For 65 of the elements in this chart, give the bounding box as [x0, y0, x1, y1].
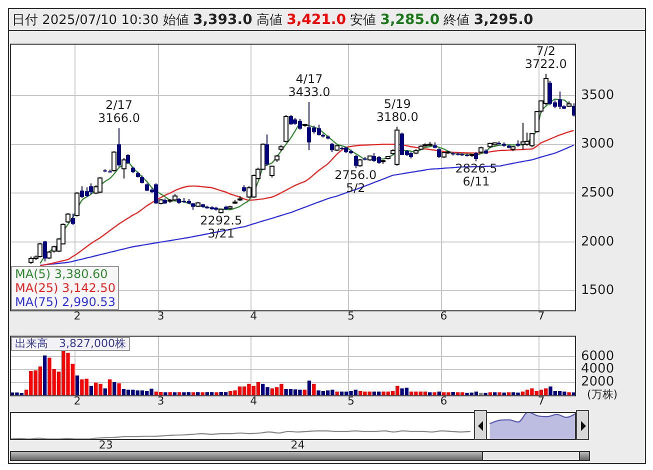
bar	[168, 392, 172, 396]
bar	[423, 392, 428, 396]
bar	[42, 355, 47, 396]
x-tick-label: 5	[347, 394, 354, 408]
bar	[502, 392, 506, 396]
x-tick-label: 6	[440, 310, 448, 323]
annotation: 5/19 3180.0	[376, 96, 418, 124]
y-tick-label: 3500	[581, 88, 614, 103]
bar	[214, 392, 218, 396]
bar	[432, 392, 436, 396]
bar	[474, 392, 478, 396]
bar	[372, 392, 376, 396]
y-tick-label: 2500	[581, 185, 614, 200]
annotation: 7/2 3722.0	[524, 44, 567, 71]
bar	[358, 390, 362, 396]
bar	[112, 382, 116, 396]
annotation: 2/17 3166.0	[98, 98, 140, 126]
x-tick-label: 7	[538, 394, 545, 408]
y-tick-label: 1500	[581, 283, 614, 298]
bar	[437, 392, 441, 396]
text: MA(75) 2,990.53	[15, 295, 116, 310]
bar	[75, 376, 80, 396]
x-tick-label: 3	[157, 394, 164, 408]
bar	[178, 392, 182, 396]
x-tick-label: 24	[290, 438, 305, 452]
x-tick-label: 23	[98, 438, 113, 452]
x-tick-label: 2	[74, 310, 81, 323]
bar	[498, 392, 502, 396]
x-tick-label: 2	[74, 394, 81, 408]
bar	[567, 392, 571, 396]
bar	[200, 392, 204, 396]
bar	[340, 392, 344, 396]
x-tick-label: 5	[347, 310, 354, 323]
y-tick-label: 2000	[581, 374, 614, 390]
bar	[484, 392, 488, 396]
line-series	[40, 98, 574, 264]
y-tick-label: 4000	[581, 362, 614, 377]
bar	[108, 379, 112, 396]
bar	[196, 392, 200, 396]
bar	[103, 388, 107, 396]
x-tick-label: 3	[157, 310, 164, 323]
bar	[274, 387, 279, 396]
x-tick-label: 4	[250, 310, 258, 323]
bar	[117, 383, 121, 396]
chart-title: 日付 2025/07/10 10:30 始値 3,393.0 高値 3,421.0 安値 3,285.0 終値 3,295.0	[12, 12, 534, 28]
bar	[312, 384, 316, 396]
bar	[89, 386, 94, 396]
bar	[224, 392, 228, 396]
y-tick-label: 6000	[581, 348, 614, 364]
text: MA(25) 3,142.50	[15, 281, 116, 296]
bar	[558, 390, 562, 396]
bar	[451, 392, 455, 396]
bar	[302, 390, 306, 396]
series-label: MA(5) 3,380.60	[15, 267, 109, 282]
y-axis-title: (万株)	[587, 387, 618, 402]
chart-title: 出来高 3,827,000株	[11, 336, 130, 351]
bar	[307, 380, 312, 396]
bar	[210, 392, 214, 396]
annotation: 4/17 3433.0	[288, 72, 330, 100]
x-tick-label: 6	[440, 394, 448, 408]
bar	[335, 392, 339, 396]
x-tick-label: 4	[250, 394, 258, 408]
y-tick-label: 2000	[581, 234, 614, 250]
y-tick-label: 3000	[581, 136, 614, 152]
x-tick-label: 7	[538, 310, 545, 323]
